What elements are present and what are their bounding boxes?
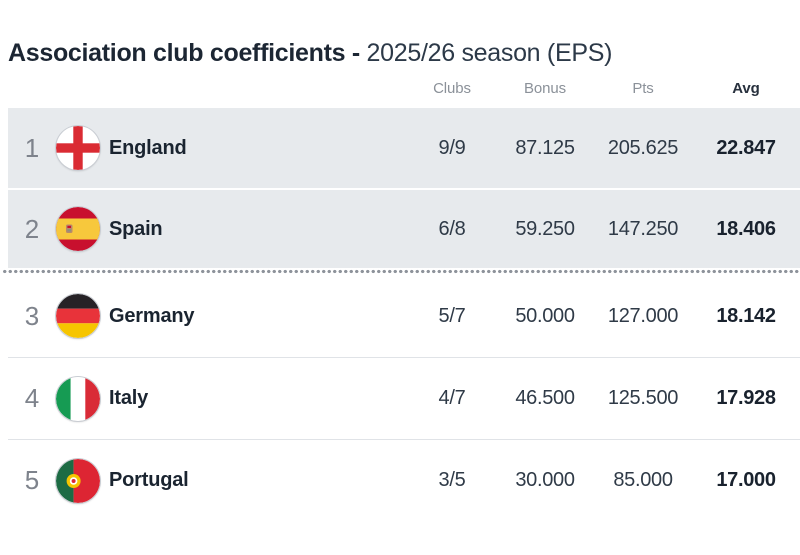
pts-value: 125.500 <box>607 387 679 409</box>
country-name: Portugal <box>109 469 189 491</box>
country-name: England <box>109 136 187 159</box>
coefficients-table: Clubs Bonus Pts Avg 1 England 9/9 87 <box>2 68 800 521</box>
bonus-value: 50.000 <box>515 304 575 327</box>
country-name: Spain <box>109 217 163 240</box>
bonus-value: 30.000 <box>515 469 575 491</box>
pts-value: 85.000 <box>613 469 673 491</box>
pts-value: 127.000 <box>607 304 679 327</box>
table-row-italy[interactable]: 4 Italy 4/7 46.500 125.500 17.928 <box>8 357 800 439</box>
column-header-pts: Pts <box>632 79 654 97</box>
table-row-germany[interactable]: 3 Germany 5/7 50.000 127.000 18.142 <box>8 275 800 357</box>
column-header-avg: Avg <box>732 79 760 97</box>
pts-value: 205.625 <box>607 136 679 159</box>
clubs-value: 6/8 <box>438 217 466 240</box>
rank: 3 <box>24 300 40 331</box>
avg-value: 18.406 <box>716 217 776 240</box>
spain-flag-icon <box>56 207 100 251</box>
page-title-season: 2025/26 season (EPS) <box>366 39 613 67</box>
italy-flag-icon <box>56 376 100 421</box>
table-row-spain[interactable]: 2 Spain 6/8 59.250 147.250 18.406 <box>8 188 800 268</box>
column-header-bonus: Bonus <box>523 79 567 97</box>
avg-value: 17.000 <box>716 469 776 491</box>
rank: 5 <box>24 465 40 495</box>
rank: 1 <box>24 132 40 163</box>
qualification-cutoff-line <box>2 268 800 275</box>
avg-value: 18.142 <box>716 304 776 327</box>
clubs-value: 5/7 <box>438 304 466 327</box>
country-name: Italy <box>109 387 149 409</box>
table-header-row: Clubs Bonus Pts Avg <box>8 68 800 108</box>
bonus-value: 87.125 <box>515 136 575 159</box>
rank: 4 <box>24 383 40 413</box>
column-header-clubs: Clubs <box>433 79 471 97</box>
clubs-value: 3/5 <box>438 469 466 491</box>
country-name: Germany <box>109 304 195 327</box>
avg-value: 17.928 <box>716 387 776 409</box>
pts-value: 147.250 <box>607 217 679 240</box>
portugal-flag-icon <box>56 458 100 503</box>
clubs-value: 9/9 <box>438 136 466 159</box>
avg-value: 22.847 <box>716 136 776 159</box>
page-title-main: Association club coefficients - <box>8 39 360 67</box>
germany-flag-icon <box>56 294 100 338</box>
table-row-england[interactable]: 1 England 9/9 87.125 205.625 22.847 <box>8 108 800 188</box>
clubs-value: 4/7 <box>438 387 466 409</box>
bonus-value: 59.250 <box>515 217 575 240</box>
table-row-portugal[interactable]: 5 Portugal 3/5 30.000 85.000 17.000 <box>8 439 800 521</box>
bonus-value: 46.500 <box>515 387 575 409</box>
england-flag-icon <box>56 126 100 170</box>
page-title: Association club coefficients - 2025/26 … <box>0 0 800 68</box>
rank: 2 <box>24 213 40 244</box>
